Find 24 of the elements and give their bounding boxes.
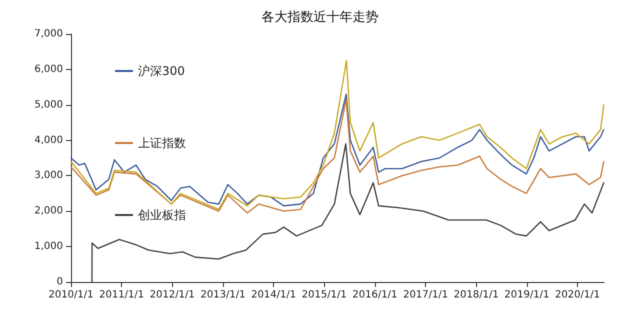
line-series xyxy=(70,60,604,210)
x-tick-label: 2010/1/1 xyxy=(48,290,94,300)
legend-label: 沪深300 xyxy=(138,64,185,78)
x-tick-label: 2020/1/1 xyxy=(555,290,600,300)
x-tick-label: 2014/1/1 xyxy=(251,290,296,300)
y-tick-label: 4,000 xyxy=(34,134,63,146)
y-tick-label: 7,000 xyxy=(34,28,63,40)
y-tick-label: 5,000 xyxy=(34,99,63,110)
x-tick-label: 2012/1/1 xyxy=(150,290,195,300)
x-tick-label: 2017/1/1 xyxy=(403,290,448,300)
y-tick-label: 3,000 xyxy=(34,170,63,182)
x-tick-label: 2016/1/1 xyxy=(352,290,398,300)
y-tick-label: 1,000 xyxy=(34,241,63,252)
x-tick-label: 2015/1/1 xyxy=(302,290,347,300)
x-tick-label: 2013/1/1 xyxy=(200,290,246,300)
y-tick-label: 6,000 xyxy=(34,64,63,75)
y-tick-label: 2,000 xyxy=(34,206,63,217)
legend-label: 创业板指 xyxy=(138,208,186,222)
x-tick-label: 2011/1/1 xyxy=(99,290,144,300)
x-tick-label: 2019/1/1 xyxy=(504,290,550,300)
legend-label: 上证指数 xyxy=(138,136,186,150)
x-tick-label: 2018/1/1 xyxy=(454,290,499,300)
y-tick-label: 0 xyxy=(56,276,63,288)
chart-title: 各大指数近十年走势 xyxy=(262,10,378,25)
